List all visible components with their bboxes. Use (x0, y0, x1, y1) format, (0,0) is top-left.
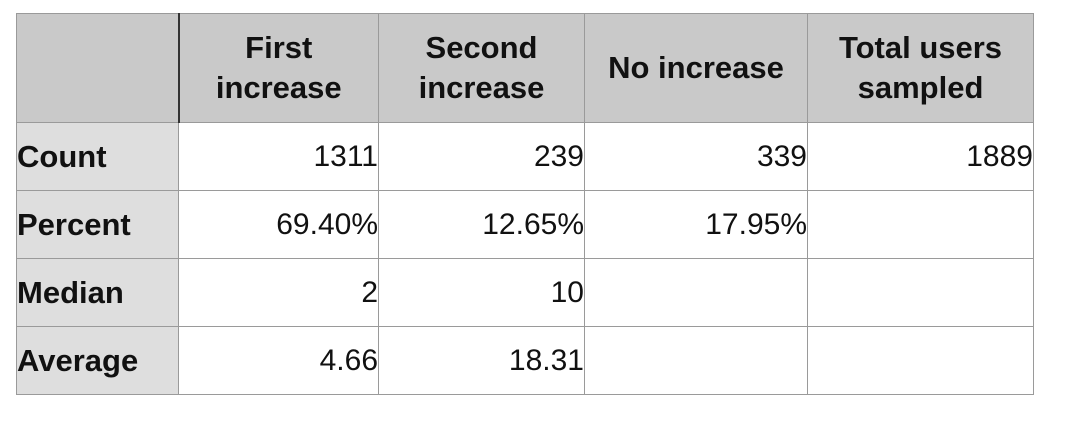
row-header-count: Count (16, 122, 179, 191)
column-header-second-increase: Second increase (378, 13, 585, 123)
row-header-percent: Percent (16, 190, 179, 259)
table-cell: 1889 (807, 122, 1034, 191)
table-cell: 18.31 (378, 326, 585, 395)
column-header-label: First increase (215, 30, 342, 105)
column-header-label: Total users sampled (838, 30, 1003, 105)
table-cell (807, 190, 1034, 259)
header-corner-cell (16, 13, 180, 123)
table-cell: 12.65% (378, 190, 585, 259)
table-cell: 17.95% (584, 190, 808, 259)
column-header-label: No increase (608, 50, 784, 85)
row-header-average: Average (16, 326, 179, 395)
table-cell (584, 326, 808, 395)
column-header-no-increase: No increase (584, 13, 808, 123)
stats-table: First increase Second increase No increa… (16, 13, 1034, 395)
table-cell: 10 (378, 258, 585, 327)
table-cell: 239 (378, 122, 585, 191)
header-row: First increase Second increase No increa… (16, 13, 1034, 123)
column-header-label: Second increase (418, 30, 545, 105)
table-cell: 69.40% (178, 190, 379, 259)
column-header-first-increase: First increase (178, 13, 379, 123)
row-header-median: Median (16, 258, 179, 327)
table-row-median: Median 2 10 (16, 258, 1034, 327)
table-row-count: Count 1311 239 339 1889 (16, 122, 1034, 191)
table-cell (584, 258, 808, 327)
table-row-percent: Percent 69.40% 12.65% 17.95% (16, 190, 1034, 259)
table-cell (807, 258, 1034, 327)
table-cell: 4.66 (178, 326, 379, 395)
table-cell: 2 (178, 258, 379, 327)
table-row-average: Average 4.66 18.31 (16, 326, 1034, 395)
column-header-total-users-sampled: Total users sampled (807, 13, 1034, 123)
table-cell (807, 326, 1034, 395)
table-cell: 1311 (178, 122, 379, 191)
table-cell: 339 (584, 122, 808, 191)
